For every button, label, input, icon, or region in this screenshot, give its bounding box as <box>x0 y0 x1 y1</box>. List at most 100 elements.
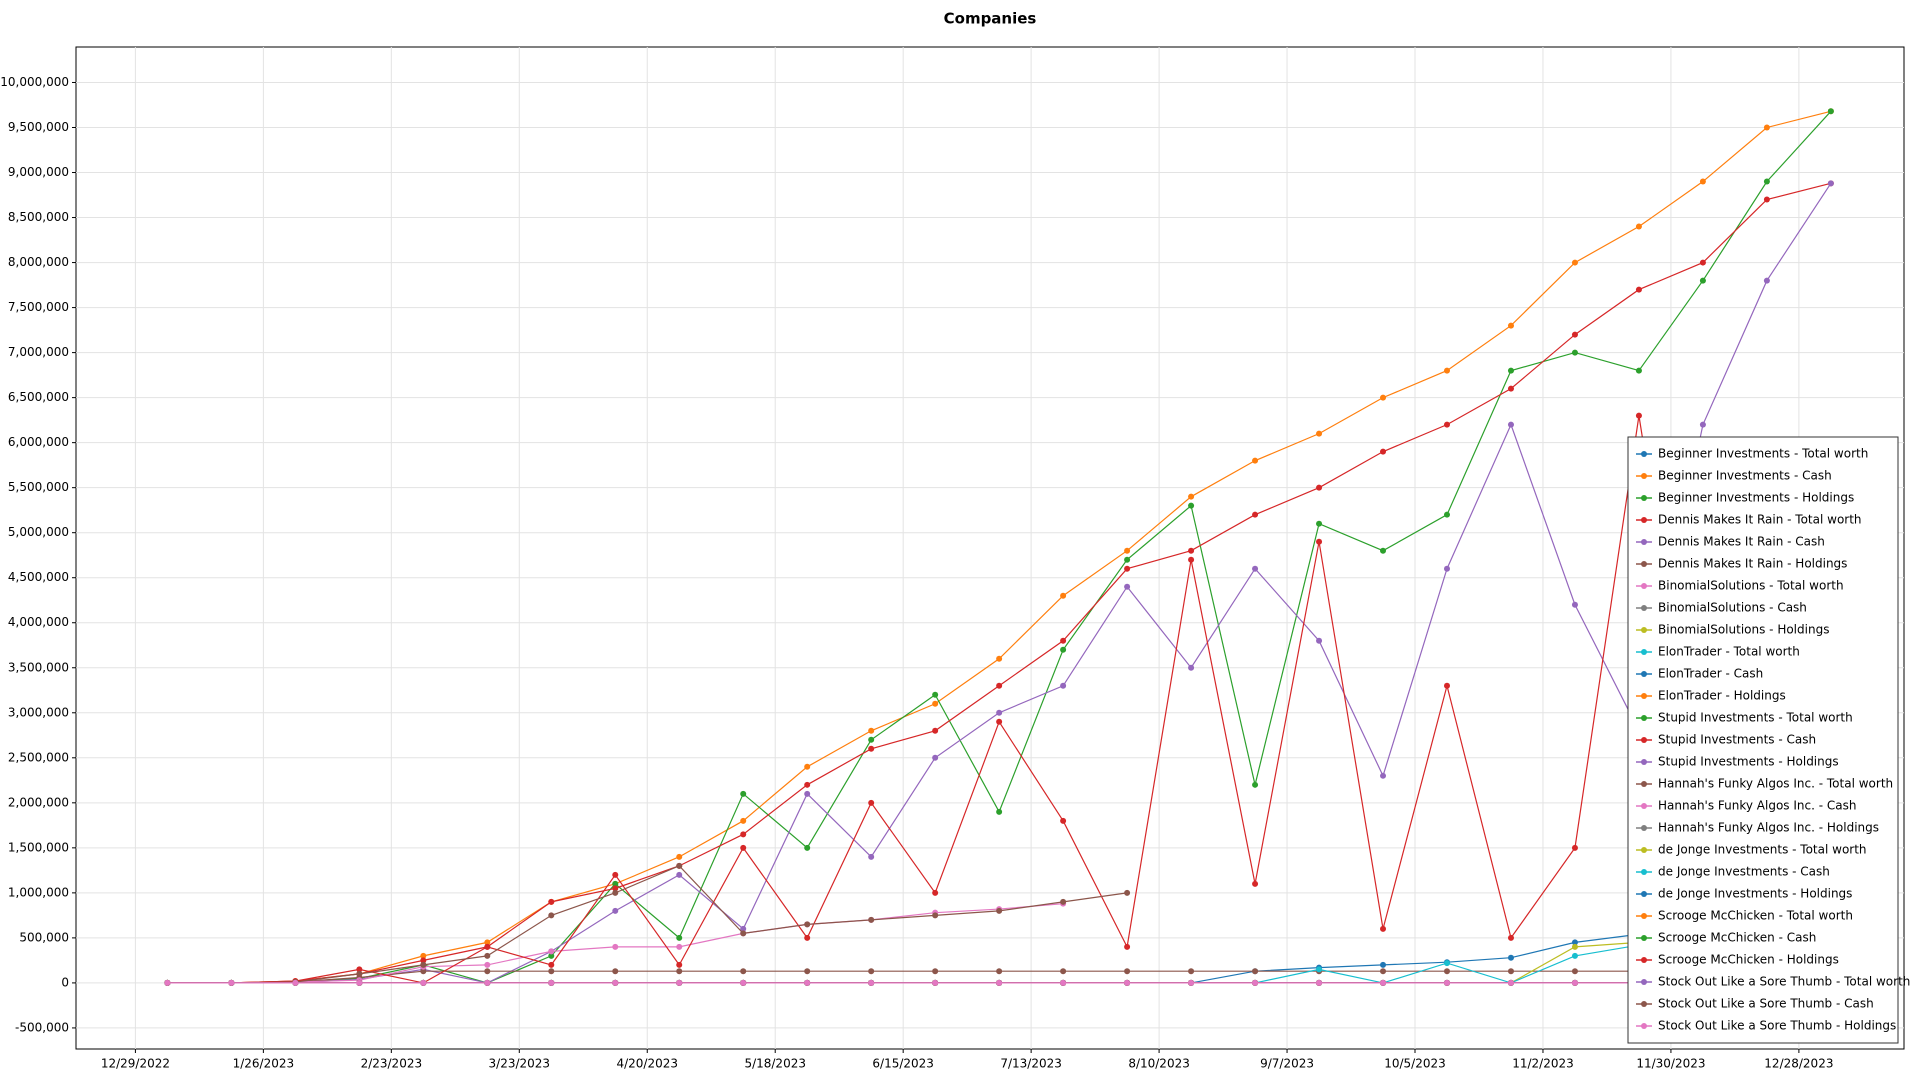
point <box>1124 889 1131 896</box>
y-tick-label: 7,500,000 <box>8 300 69 314</box>
y-tick-label: 2,000,000 <box>8 795 69 809</box>
point <box>1316 484 1323 491</box>
legend-label: Hannah's Funky Algos Inc. - Holdings <box>1658 821 1879 835</box>
point <box>804 921 811 928</box>
point <box>1571 844 1578 851</box>
point <box>868 799 875 806</box>
point <box>1252 565 1259 572</box>
legend-marker <box>1641 957 1647 963</box>
point <box>1188 979 1195 986</box>
series-line <box>167 110 1832 984</box>
point <box>1507 421 1514 428</box>
y-tick-label: 3,500,000 <box>8 660 69 674</box>
legend-marker <box>1641 935 1647 941</box>
point <box>1124 556 1131 563</box>
point <box>1444 565 1450 572</box>
point <box>548 979 555 986</box>
point <box>868 736 875 743</box>
point <box>548 948 555 955</box>
point <box>1060 898 1067 905</box>
legend-label: Stock Out Like a Sore Thumb - Holdings <box>1658 1019 1896 1033</box>
point <box>676 979 683 986</box>
point <box>676 853 683 860</box>
point <box>612 889 619 896</box>
point <box>420 957 427 964</box>
series-line <box>167 930 1831 984</box>
point <box>1699 259 1706 266</box>
point <box>676 871 683 878</box>
point <box>740 925 747 932</box>
legend-label: Stock Out Like a Sore Thumb - Total wort… <box>1658 975 1910 989</box>
grid: -500,000 0 500,000 1,000,000 1,500,000 2,000,… <box>0 47 1904 1071</box>
point <box>548 912 555 919</box>
y-tick-label: 9,500,000 <box>8 120 69 134</box>
point <box>1124 968 1131 975</box>
legend-label: Hannah's Funky Algos Inc. - Total worth <box>1658 777 1893 791</box>
legend-marker <box>1641 1001 1647 1007</box>
point <box>804 781 811 788</box>
point <box>804 934 811 941</box>
legend-marker <box>1641 913 1647 919</box>
legend-label: de Jonge Investments - Cash <box>1658 865 1830 879</box>
y-tick-label: 500,000 <box>19 930 69 944</box>
point <box>484 968 491 975</box>
point <box>1188 968 1195 975</box>
y-tick-label: 6,000,000 <box>8 435 69 449</box>
legend-label: BinomialSolutions - Holdings <box>1658 623 1829 637</box>
point <box>740 831 747 838</box>
point <box>996 968 1003 975</box>
chart-title: Companies <box>944 10 1037 28</box>
point <box>484 939 491 946</box>
point <box>1699 277 1706 284</box>
x-tick-label: 3/23/2023 <box>489 1057 551 1071</box>
point <box>868 916 875 923</box>
point <box>356 970 363 977</box>
x-tick-label: 11/30/2023 <box>1636 1057 1705 1071</box>
point <box>676 943 683 950</box>
point <box>804 979 811 986</box>
legend-marker <box>1641 693 1647 699</box>
point <box>1252 457 1259 464</box>
legend-label: ElonTrader - Cash <box>1658 667 1763 681</box>
point <box>804 790 811 797</box>
point <box>484 961 491 968</box>
point <box>1060 817 1067 824</box>
point <box>740 930 747 937</box>
point <box>420 979 427 986</box>
series-line <box>167 932 1768 984</box>
point <box>1316 538 1323 545</box>
point <box>548 952 555 959</box>
point <box>1571 968 1578 975</box>
legend-marker <box>1641 671 1647 677</box>
y-tick-label: 3,000,000 <box>8 705 69 719</box>
point <box>932 912 939 919</box>
y-tick-label: -500,000 <box>15 1020 69 1034</box>
point <box>1316 430 1323 437</box>
y-tick-label: 1,500,000 <box>8 840 69 854</box>
y-tick-label: 8,000,000 <box>8 255 69 269</box>
legend-marker <box>1641 451 1647 457</box>
point <box>292 979 299 986</box>
legend-marker <box>1641 649 1647 655</box>
point <box>1316 979 1323 986</box>
point <box>804 844 811 851</box>
point <box>996 655 1003 662</box>
legend-label: Dennis Makes It Rain - Holdings <box>1658 557 1847 571</box>
plot-frame <box>75 46 1905 1050</box>
point <box>1507 934 1514 941</box>
point <box>1571 331 1578 338</box>
x-tick-label: 10/5/2023 <box>1384 1057 1446 1071</box>
point <box>932 754 939 761</box>
point <box>868 727 875 734</box>
point <box>1507 968 1514 975</box>
x-tick-label: 5/18/2023 <box>744 1057 806 1071</box>
legend-label: Dennis Makes It Rain - Total worth <box>1658 513 1862 527</box>
legend-marker <box>1641 473 1647 479</box>
point <box>1316 637 1323 644</box>
point <box>612 907 619 914</box>
legend-label: Scrooge McChicken - Cash <box>1658 931 1816 945</box>
point <box>1507 385 1514 392</box>
x-tick-label: 8/10/2023 <box>1128 1057 1190 1071</box>
point <box>1252 968 1259 975</box>
point <box>420 968 427 975</box>
